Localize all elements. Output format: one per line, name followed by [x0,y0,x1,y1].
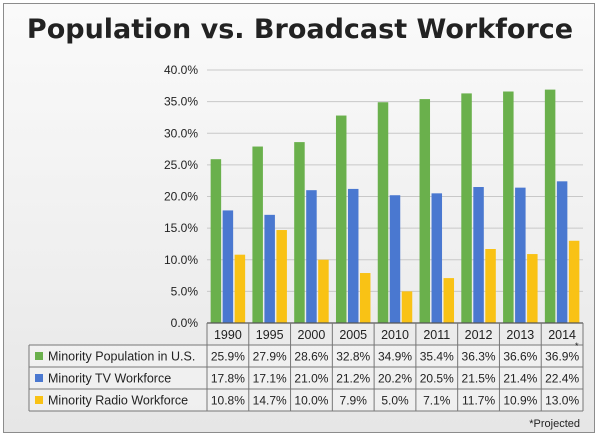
bar-population [544,89,556,323]
data-label: 21.0% [294,372,328,386]
bar-population [461,93,472,323]
x-category-label: 2010 [381,328,409,342]
y-tick-label: 25.0% [164,158,198,172]
x-category-label: 2005 [339,328,367,342]
y-tick-label: 30.0% [164,126,198,140]
data-label: 22.4% [545,372,579,386]
projected-asterisk: * [575,341,579,351]
legend-swatch [35,374,43,382]
data-label: 34.9% [378,350,412,364]
data-label: 27.9% [253,350,287,364]
projected-footnote: *Projected [529,418,580,430]
y-tick-label: 5.0% [171,284,199,298]
data-label: 7.9% [340,394,368,408]
bar-tv [515,187,526,323]
bar-tv [431,193,443,323]
data-label: 36.6% [503,350,537,364]
data-label: 10.0% [294,394,328,408]
bar-tv [222,210,234,323]
x-category-label: 2000 [298,328,326,342]
bar-tv [556,181,568,323]
data-label: 35.4% [420,350,454,364]
data-table-bg [29,345,583,411]
bar-radio [359,273,371,323]
data-label: 14.7% [253,394,287,408]
x-category-label: 1990 [214,328,242,342]
data-label: 17.8% [211,372,245,386]
bar-tv [389,195,401,323]
data-label: 17.1% [253,372,287,386]
data-label: 10.9% [503,394,537,408]
data-label: 7.1% [423,394,451,408]
data-label: 21.4% [503,372,537,386]
bar-radio [276,230,287,323]
legend-label: Minority TV Workforce [48,372,171,386]
chart-title: Population vs. Broadcast Workforce [26,14,574,45]
bar-population [210,159,222,323]
y-tick-label: 0.0% [171,316,199,330]
y-tick-label: 40.0% [164,63,198,77]
data-label: 21.2% [336,372,370,386]
y-tick-label: 10.0% [164,253,198,267]
x-category-label: 1995 [256,328,284,342]
data-label: 36.9% [545,350,579,364]
data-label: 5.0% [381,394,409,408]
bar-population [419,99,431,323]
data-label: 25.9% [211,350,245,364]
bar-tv [473,187,484,323]
y-tick-label: 35.0% [164,95,198,109]
bar-radio [527,254,538,323]
bar-tv [264,214,275,323]
x-category-label: 2014 [548,328,576,342]
x-category-label: 2012 [465,328,493,342]
y-tick-label: 20.0% [164,190,198,204]
bar-radio [568,240,580,323]
bar-radio [234,254,246,323]
x-category-label: 2013 [506,328,534,342]
bar-radio [318,259,329,323]
legend-swatch [35,352,43,360]
bar-tv [306,190,317,323]
data-label: 11.7% [462,394,495,408]
data-label: 28.6% [294,350,328,364]
bar-radio [401,291,413,323]
bar-population [294,142,305,323]
legend-swatch [35,396,43,404]
bar-population [503,91,514,323]
x-category-label: 2011 [423,328,450,342]
data-label: 20.5% [420,372,454,386]
bar-population [252,146,263,323]
data-label: 20.2% [378,372,412,386]
bar-tv [347,188,359,323]
data-label: 10.8% [211,394,245,408]
bar-population [377,102,389,323]
data-label: 13.0% [545,394,579,408]
bar-radio [485,248,496,323]
bar-population [335,115,347,323]
legend-label: Minority Radio Workforce [48,394,188,408]
bar-radio [443,278,455,323]
data-label: 36.3% [462,350,496,364]
data-label: 21.5% [462,372,496,386]
y-tick-label: 15.0% [164,221,198,235]
legend-label: Minority Population in U.S. [48,350,195,364]
data-label: 32.8% [336,350,370,364]
